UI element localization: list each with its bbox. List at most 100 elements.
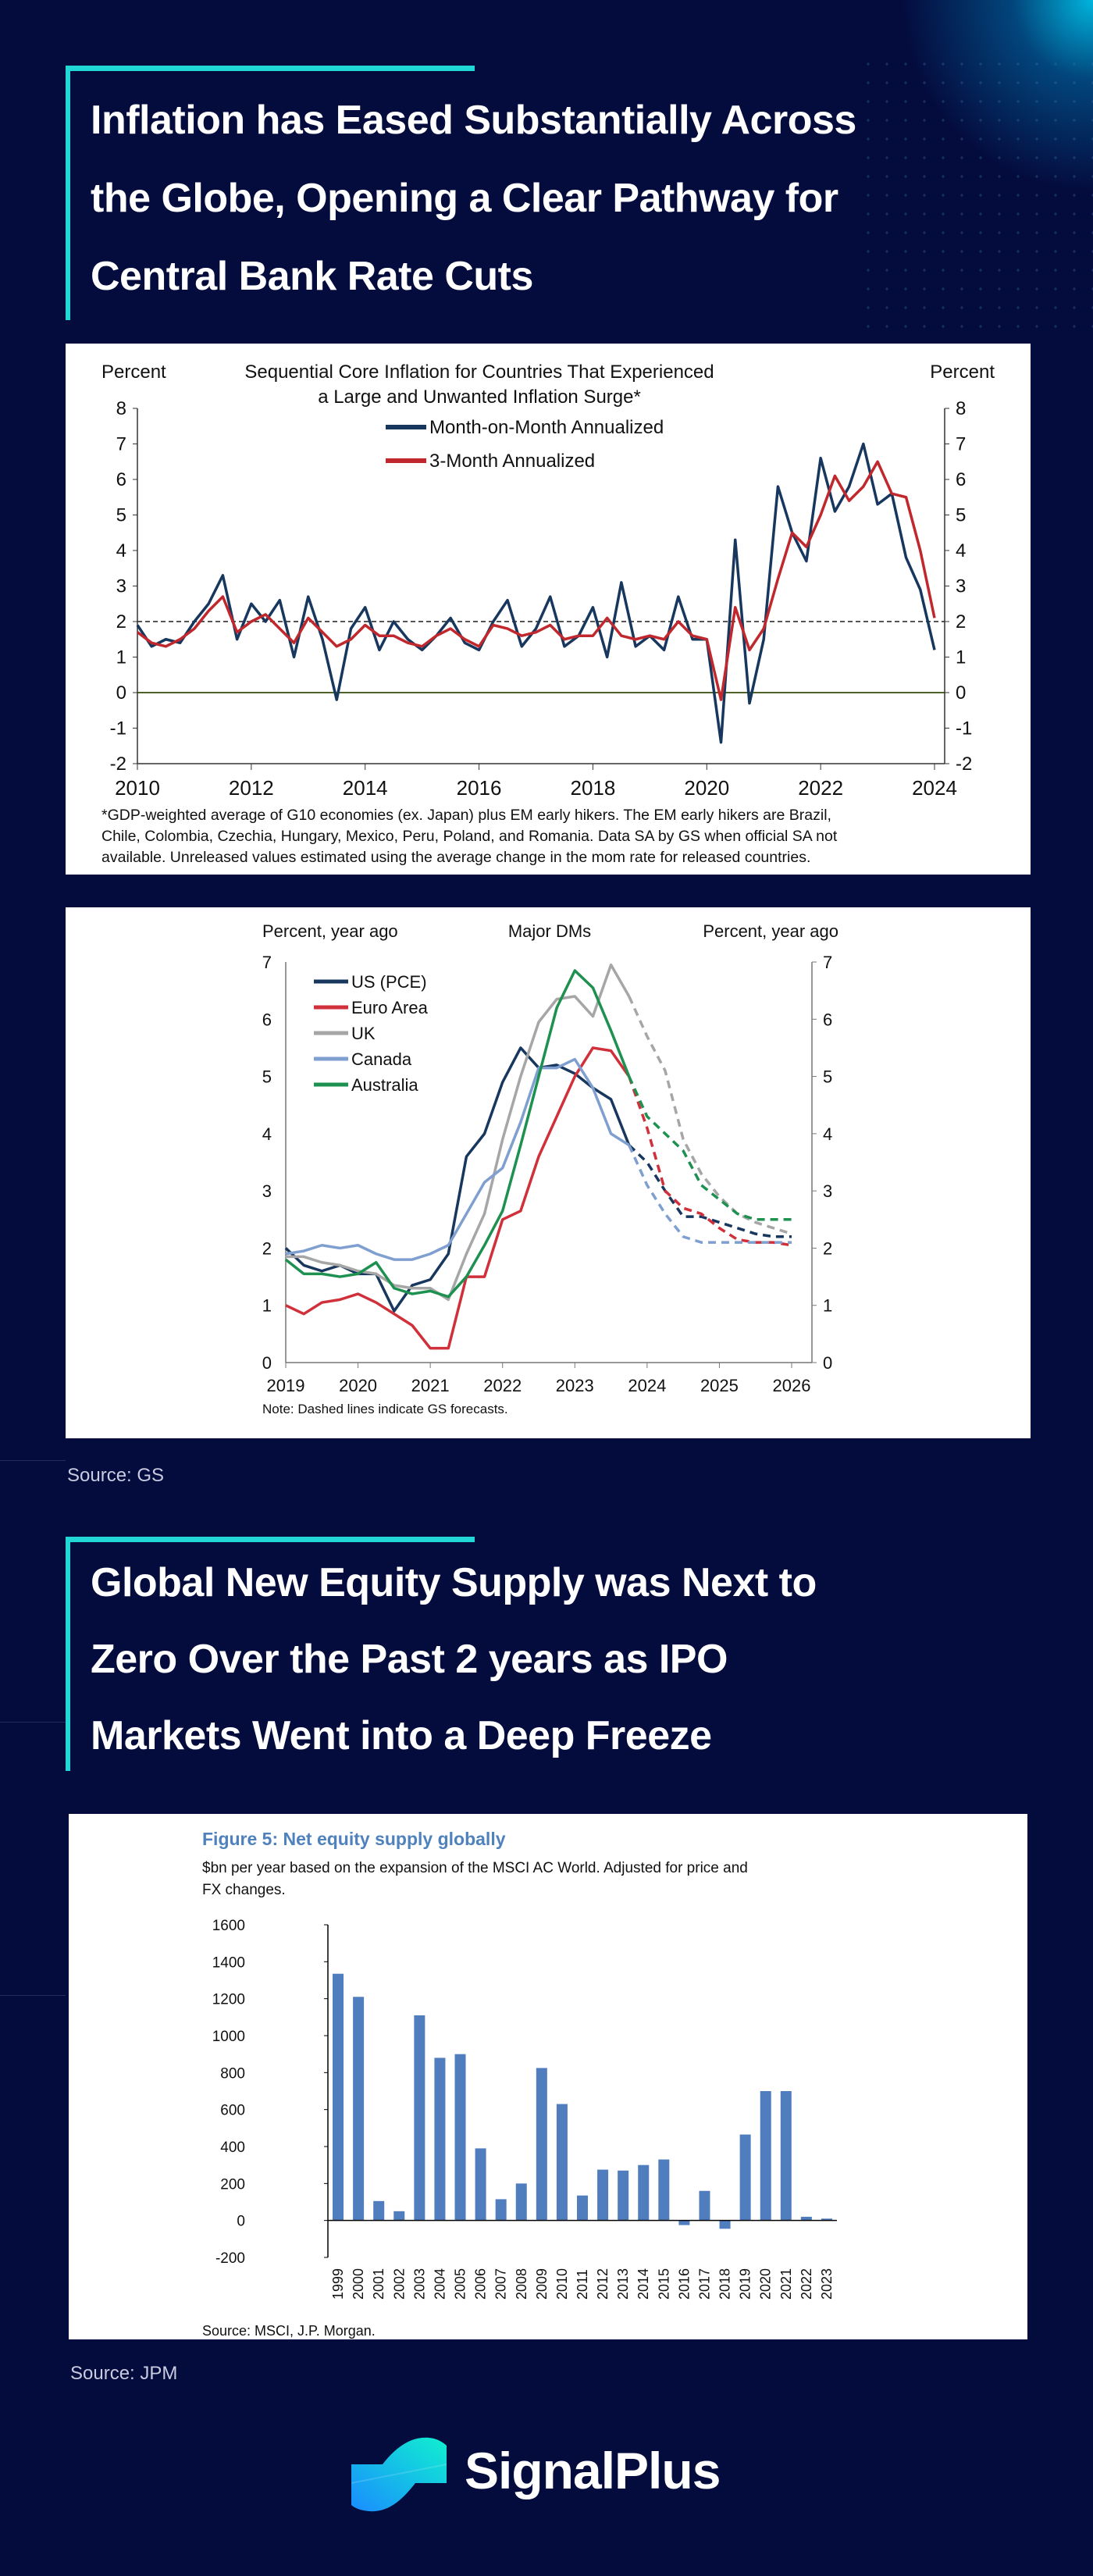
y-tick-label-left: 2 xyxy=(116,611,126,632)
x-tick-label: 2012 xyxy=(595,2268,611,2300)
y-tick-label-right: 2 xyxy=(823,1238,832,1258)
legend-label: UK xyxy=(351,1024,376,1043)
x-tick-label: 2017 xyxy=(696,2268,712,2300)
x-tick-label: 2020 xyxy=(339,1376,377,1395)
signalplus-logo: SignalPlus xyxy=(351,2436,726,2514)
y-tick-label-left: 0 xyxy=(116,682,126,704)
x-tick-label: 2000 xyxy=(351,2268,366,2300)
series-line-australia xyxy=(284,969,631,1299)
y-tick-label: 800 xyxy=(220,2065,245,2082)
footnote-line: available. Unreleased values estimated u… xyxy=(101,849,810,866)
y-tick-label-right: 4 xyxy=(823,1124,832,1144)
x-tick-label: 2005 xyxy=(453,2268,468,2300)
y-tick-label-right: 3 xyxy=(823,1181,832,1201)
x-tick-label: 2010 xyxy=(115,776,160,800)
y-tick-label-right: 8 xyxy=(956,398,966,419)
chart-title-line: a Large and Unwanted Inflation Surge* xyxy=(318,387,641,408)
chart-subtitle-line: FX changes. xyxy=(202,1882,286,1898)
y-tick-label-right: 0 xyxy=(956,682,966,704)
y-tick-label-right: 5 xyxy=(823,1067,832,1087)
x-tick-label: 2014 xyxy=(636,2268,651,2300)
series-line-canada xyxy=(285,1057,630,1261)
x-tick-label: 2024 xyxy=(628,1376,666,1395)
y-tick-label-left: 5 xyxy=(262,1067,272,1087)
x-tick-label: 2007 xyxy=(493,2268,509,2300)
y-tick-label-left: 2 xyxy=(262,1238,272,1258)
bar-2008 xyxy=(515,2183,527,2221)
x-tick-label: 2020 xyxy=(684,776,729,800)
x-tick-label: 1999 xyxy=(330,2268,346,2300)
x-tick-label: 2001 xyxy=(371,2268,386,2300)
x-tick-label: 2018 xyxy=(571,776,616,800)
section-title-equity-supply: Global New Equity Supply was Next to Zer… xyxy=(91,1545,1066,1774)
x-tick-label: 2016 xyxy=(676,2268,692,2300)
x-tick-label: 2012 xyxy=(229,776,274,800)
y-tick-label-right: -2 xyxy=(956,754,972,775)
header-bracket xyxy=(66,66,70,320)
y-tick-label-left: 5 xyxy=(116,505,126,526)
x-tick-label: 2009 xyxy=(534,2268,550,2300)
x-tick-label: 2006 xyxy=(473,2268,489,2300)
y-tick-label-left: 0 xyxy=(262,1353,272,1373)
footnote-line: Chile, Colombia, Czechia, Hungary, Mexic… xyxy=(101,828,838,845)
series-line-uk xyxy=(286,963,631,1302)
y-tick-label-left: 1 xyxy=(116,647,126,668)
source-jpm: Source: JPM xyxy=(70,2363,178,2384)
x-tick-label: 2018 xyxy=(717,2268,733,2300)
y-tick-label: 1600 xyxy=(212,1918,245,1934)
section-title-inflation: Inflation has Eased Substantially Across… xyxy=(91,81,1066,315)
chart-note: Note: Dashed lines indicate GS forecasts… xyxy=(262,1402,508,1416)
bar-2022 xyxy=(800,2216,812,2221)
y-tick-label-right: 5 xyxy=(956,505,966,526)
chart-core-inflation: Percent Percent Sequential Core Inflation … xyxy=(66,344,1031,875)
x-tick-label: 2026 xyxy=(773,1376,811,1395)
x-tick-label: 2020 xyxy=(758,2268,774,2300)
bar-2003 xyxy=(414,2015,425,2221)
x-tick-label: 2024 xyxy=(912,776,957,800)
chart-source: Source: MSCI, J.P. Morgan. xyxy=(202,2323,376,2339)
y-tick-label-right: 3 xyxy=(956,576,966,597)
y-axis-label-right: Percent, year ago xyxy=(703,921,838,941)
y-tick-label-right: 4 xyxy=(956,540,966,561)
legend-label: Australia xyxy=(351,1075,418,1095)
chart-net-equity-supply-svg: Figure 5: Net equity supply globally $bn … xyxy=(202,1829,837,2339)
divider xyxy=(0,1460,66,1461)
x-tick-label: 2008 xyxy=(514,2268,529,2300)
title-line: Central Bank Rate Cuts xyxy=(91,254,533,299)
chart-net-equity-supply: Figure 5: Net equity supply globally $bn … xyxy=(69,1814,1027,2339)
x-tick-label: 2003 xyxy=(411,2268,427,2300)
chart-title: Major DMs xyxy=(508,921,591,941)
bar-2016 xyxy=(678,2220,690,2225)
forecast-line-uk xyxy=(628,996,792,1235)
x-tick-label: 2002 xyxy=(391,2268,407,2300)
y-tick-label: 1000 xyxy=(212,2029,245,2045)
y-tick-label-left: 6 xyxy=(116,469,126,490)
chart-core-inflation-svg: Percent Percent Sequential Core Inflation … xyxy=(101,362,995,866)
legend-label: Month-on-Month Annualized xyxy=(429,417,664,438)
y-tick-label-left: 6 xyxy=(262,1010,272,1029)
brand-name: SignalPlus xyxy=(465,2442,721,2499)
title-line: Inflation has Eased Substantially Across xyxy=(91,98,856,143)
chart-title: Figure 5: Net equity supply globally xyxy=(202,1829,506,1849)
y-tick-label-left: 3 xyxy=(116,576,126,597)
x-tick-label: 2016 xyxy=(457,776,502,800)
x-tick-label: 2023 xyxy=(819,2268,835,2300)
y-tick-label-right: -1 xyxy=(956,718,972,739)
bar-2021 xyxy=(780,2091,792,2221)
bar-2012 xyxy=(597,2169,609,2221)
bar-2014 xyxy=(638,2164,650,2221)
title-line: Zero Over the Past 2 years as IPO xyxy=(91,1637,728,1682)
series-line-mom-annualized xyxy=(136,442,936,744)
title-line: Global New Equity Supply was Next to xyxy=(91,1560,817,1605)
x-tick-label: 2019 xyxy=(738,2268,753,2300)
y-tick-label-left: 7 xyxy=(262,953,272,972)
y-tick-label: 1400 xyxy=(212,1954,245,1971)
header-bracket xyxy=(66,1537,70,1771)
x-tick-label: 2014 xyxy=(343,776,388,800)
x-tick-label: 2022 xyxy=(799,2268,814,2300)
x-tick-label: 2025 xyxy=(700,1376,739,1395)
background-pattern xyxy=(859,55,1093,336)
legend-label: Canada xyxy=(351,1049,412,1069)
y-tick-label-left: 4 xyxy=(262,1124,272,1144)
title-line: the Globe, Opening a Clear Pathway for xyxy=(91,176,838,221)
